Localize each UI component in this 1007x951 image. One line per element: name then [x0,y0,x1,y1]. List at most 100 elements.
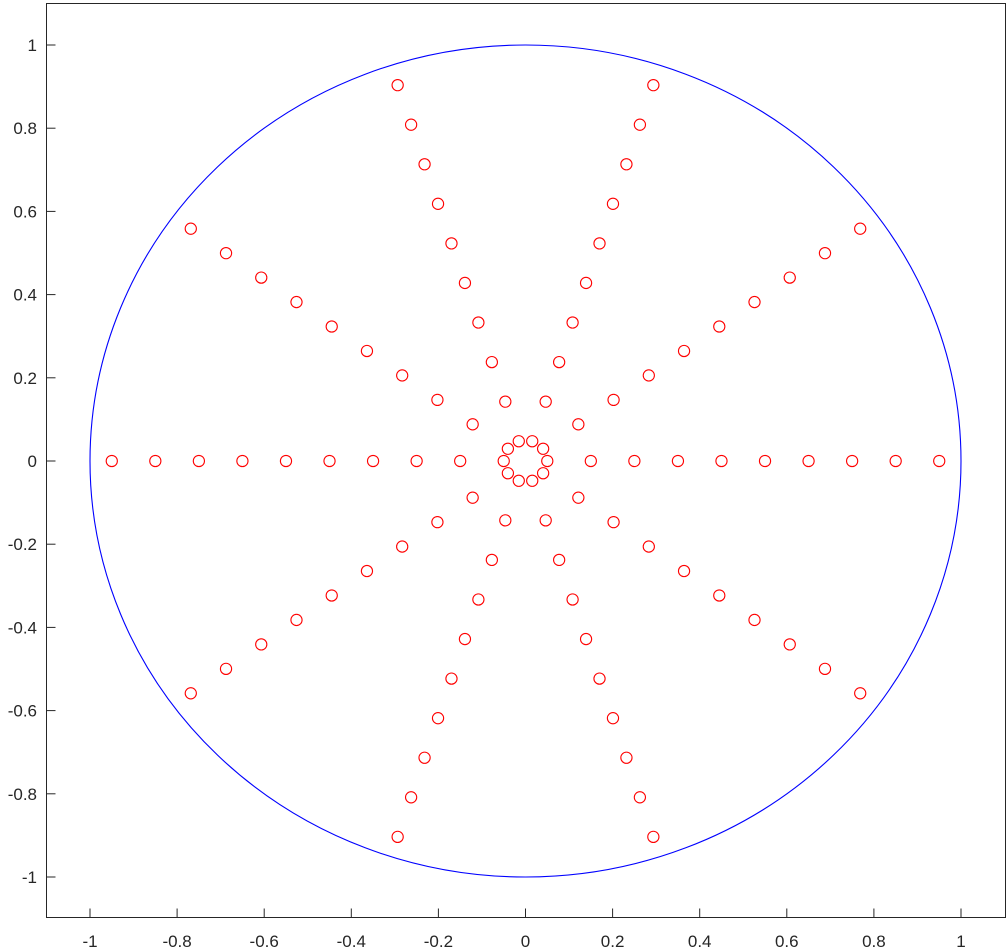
data-point [391,830,404,844]
data-point [184,687,197,700]
data-point [633,791,647,804]
y-tick-label: 0.2 [13,369,37,388]
data-point [671,454,685,468]
data-point [539,514,552,527]
scatter-points-layer [105,78,946,844]
data-point [758,454,772,468]
data-point [633,118,647,131]
data-point [396,540,409,553]
data-point [466,491,479,504]
data-point [219,247,233,260]
y-tick-label: 0 [28,452,37,471]
data-point [391,78,404,92]
data-point [466,418,479,431]
x-tick-label: -1 [82,932,97,951]
boundary-circle-layer [89,44,962,878]
data-point [642,369,655,382]
y-tick-label: -0.2 [8,535,37,554]
data-point [485,553,499,567]
data-point [566,316,579,329]
data-point [512,435,525,448]
x-tick-label: -0.8 [162,932,191,951]
data-point [472,593,485,606]
data-point [236,454,249,468]
data-point [818,247,832,260]
data-point [360,564,374,578]
data-point [783,638,796,651]
data-point [431,197,445,210]
data-point [445,237,458,250]
data-point [572,491,585,504]
x-axis-ticks: -1 -0.8 -0.6 -0.4 -0.2 0 0.2 0.4 0.6 0.8 1 [82,908,966,951]
data-point [404,118,418,131]
data-point [593,237,606,250]
data-point [854,687,867,700]
data-point [431,515,444,529]
data-point [572,418,585,431]
data-point [539,395,552,408]
data-point [802,454,815,468]
x-tick-label: 0.6 [775,932,799,951]
y-tick-label: -1 [22,868,37,887]
y-tick-label: 1 [28,36,37,55]
data-point [290,613,303,627]
x-tick-label: 0.2 [601,932,625,951]
data-point [360,344,374,358]
data-point [255,271,268,284]
data-point [485,355,499,369]
data-point [219,662,233,675]
data-point [418,751,431,764]
data-point [499,395,512,408]
data-point [431,712,445,725]
data-point [783,271,796,284]
data-point [192,454,206,468]
y-axis-ticks: 1 0.8 0.6 0.4 0.2 0 -0.2 -0.4 -0.6 -0.8 -1 [8,36,56,887]
data-point [404,791,418,804]
data-point [410,454,423,468]
data-point [579,632,593,646]
data-point [620,751,633,764]
data-point [105,454,118,468]
data-point [536,467,550,480]
data-point [497,454,510,468]
data-point [454,454,467,468]
data-point [606,712,620,725]
data-point [713,320,726,333]
data-point [290,295,303,309]
data-point [184,222,197,235]
data-point [396,369,409,382]
data-point [566,593,579,606]
y-tick-label: -0.4 [8,618,37,637]
data-point [593,672,606,685]
data-point [584,454,597,468]
data-point [845,454,859,468]
data-point [607,393,620,407]
data-point [536,442,550,455]
data-point [628,454,641,468]
data-point [431,393,444,407]
data-point [501,467,515,480]
data-point [647,830,660,844]
data-point [255,638,268,651]
data-point [715,454,728,468]
x-tick-label: 0.8 [862,932,886,951]
data-point [445,672,458,685]
boundary-circle [89,44,962,878]
data-point [647,78,660,92]
data-point [748,295,761,309]
x-tick-label: 1 [956,932,965,951]
data-point [713,589,726,602]
data-point [541,454,554,468]
data-point [512,474,525,487]
x-tick-label: 0 [521,932,530,951]
data-point [620,158,633,171]
x-tick-label: -0.2 [424,932,453,951]
y-tick-label: -0.8 [8,785,37,804]
data-point [499,514,512,527]
data-point [526,435,539,448]
data-point [149,454,162,468]
y-tick-label: 0.6 [13,202,37,221]
data-point [279,454,293,468]
